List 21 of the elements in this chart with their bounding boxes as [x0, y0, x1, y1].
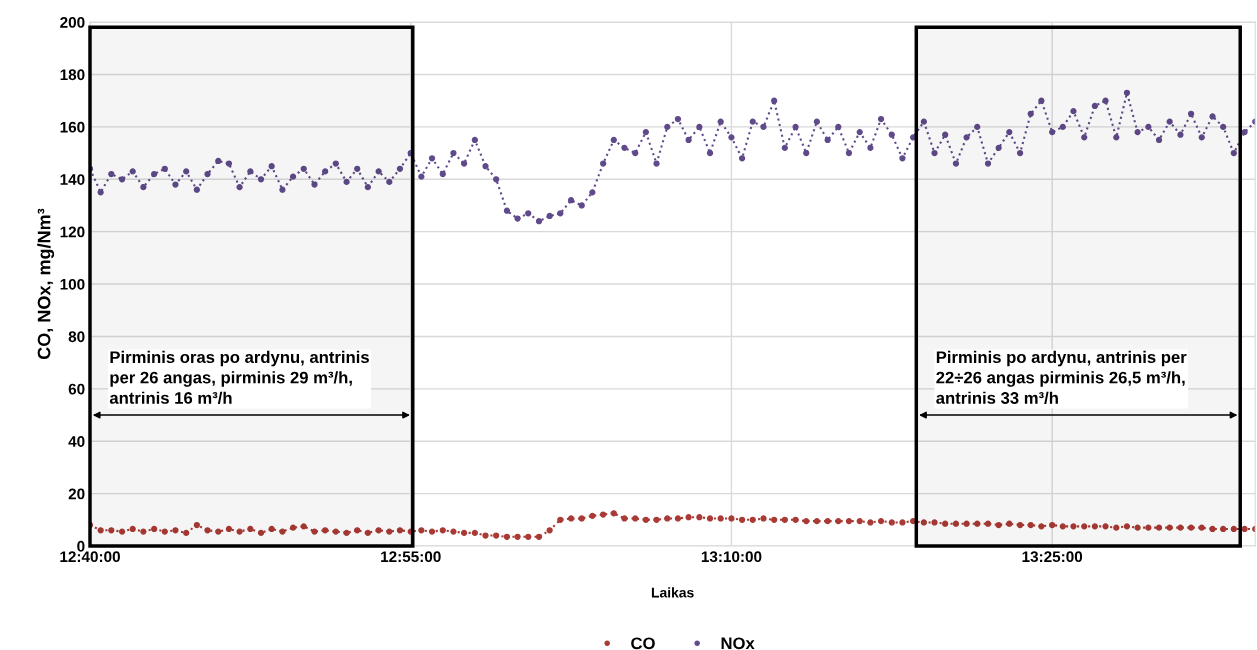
y-tick-label: 180	[60, 69, 85, 81]
y-tick-label: 140	[60, 174, 85, 185]
y-tick-label: 80	[68, 331, 85, 343]
x-tick-label: 12:40:00	[60, 551, 120, 563]
band-label: Pirminis oras po ardynu, antrinis per 26 angas, pirminis 29 m³/h, antrinis 16 m³/h	[109, 350, 369, 405]
y-axis-title: CO, NOx, mg/Nm³	[37, 208, 55, 360]
x-tick-label: 13:10:00	[701, 551, 762, 563]
legend-label: NOx	[721, 637, 755, 650]
x-tick-label: 12:55:00	[381, 551, 441, 563]
y-tick-label: 160	[60, 121, 85, 133]
legend-label: CO	[631, 637, 655, 650]
y-tick-label: 120	[60, 226, 85, 238]
y-tick-label: 100	[60, 278, 85, 290]
y-tick-label: 40	[68, 436, 85, 447]
x-tick-label: 13:25:00	[1022, 551, 1083, 563]
band-label: Pirminis po ardynu, antrinis per 22÷26 angas pirminis 26,5 m³/h, antrinis 33 m³/h	[936, 350, 1187, 405]
y-tick-label: 60	[68, 383, 85, 395]
y-tick-label: 20	[68, 488, 85, 500]
x-axis-title: Laikas	[651, 587, 694, 598]
y-tick-label: 200	[60, 16, 85, 28]
y-tick-label: 0	[77, 540, 85, 552]
